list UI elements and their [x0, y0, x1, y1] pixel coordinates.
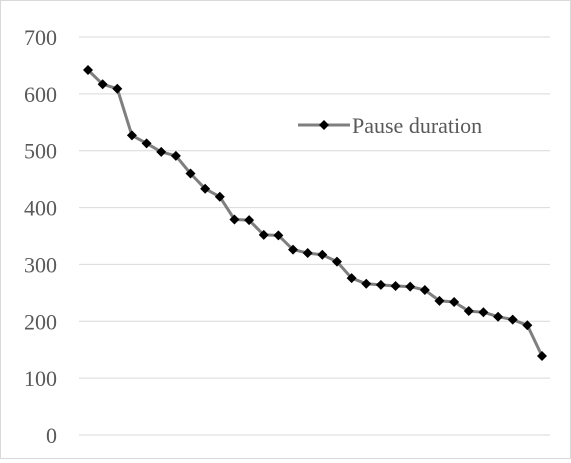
y-tick-label: 600 [24, 82, 57, 107]
data-point [361, 278, 372, 289]
y-tick-label: 0 [46, 423, 57, 448]
data-point [288, 244, 299, 255]
data-point [317, 249, 328, 260]
y-axis-tick-labels: 0 100 200 300 400 500 600 700 [24, 25, 57, 448]
data-point [302, 248, 313, 259]
y-tick-label: 300 [24, 252, 57, 277]
data-point [449, 296, 460, 307]
y-tick-label: 500 [24, 139, 57, 164]
data-point [244, 215, 255, 226]
data-point [493, 311, 504, 322]
data-point [112, 83, 123, 94]
data-point [200, 183, 211, 194]
data-point [478, 307, 489, 318]
data-point [156, 146, 167, 157]
series-layer [83, 64, 547, 361]
data-point [331, 256, 342, 267]
y-tick-label: 400 [24, 196, 57, 221]
data-point [463, 306, 474, 317]
data-point [375, 279, 386, 290]
data-point [419, 285, 430, 296]
data-point [141, 138, 152, 149]
legend-label: Pause duration [352, 113, 482, 138]
legend-marker-icon [319, 120, 329, 130]
data-point [83, 64, 93, 75]
data-point [346, 273, 357, 284]
data-point [273, 230, 284, 241]
data-point [507, 314, 518, 325]
data-point [405, 281, 416, 292]
legend: Pause duration [298, 113, 482, 138]
y-tick-label: 200 [24, 309, 57, 334]
data-point [185, 168, 196, 179]
data-point [214, 191, 225, 202]
data-point [537, 350, 547, 361]
data-point [434, 295, 445, 306]
y-tick-label: 700 [24, 25, 57, 50]
data-point [126, 130, 137, 141]
grid-lines [79, 36, 550, 436]
y-tick-label: 100 [24, 366, 57, 391]
data-point [390, 281, 401, 292]
data-point [170, 150, 181, 161]
data-point [229, 214, 240, 225]
data-point [97, 79, 108, 90]
data-point [522, 320, 533, 331]
data-point [258, 229, 269, 240]
